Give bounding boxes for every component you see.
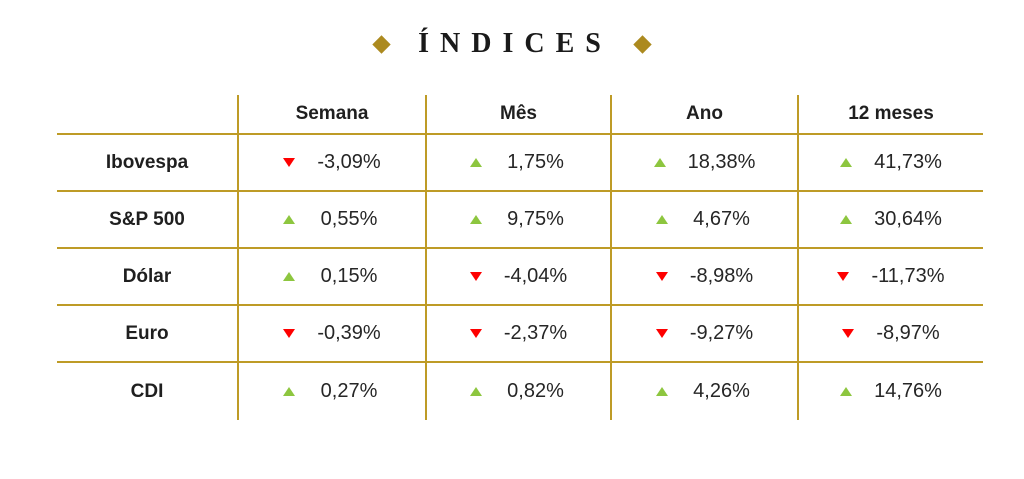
table-cell: -0,39%: [237, 306, 425, 363]
down-triangle-icon: [469, 329, 482, 338]
table-cell: 0,55%: [237, 192, 425, 249]
table-cell: 9,75%: [425, 192, 610, 249]
diamond-icon: [633, 34, 652, 54]
cell-value: 18,38%: [687, 151, 756, 173]
table-cell: 0,82%: [425, 363, 610, 420]
column-header-12meses: 12 meses: [797, 95, 983, 135]
table-cell: -9,27%: [610, 306, 797, 363]
diamond-icon: [372, 34, 391, 54]
up-triangle-icon: [469, 387, 482, 396]
table-cell: 4,26%: [610, 363, 797, 420]
up-triangle-icon: [840, 215, 853, 224]
up-triangle-icon: [469, 158, 482, 167]
up-triangle-icon: [283, 215, 295, 224]
column-header-ano: Ano: [610, 95, 797, 135]
up-triangle-icon: [283, 272, 295, 281]
table-cell: -8,97%: [797, 306, 983, 363]
down-triangle-icon: [655, 272, 668, 281]
cell-value: 1,75%: [507, 151, 564, 173]
table-cell: -11,73%: [797, 249, 983, 306]
table-cell: 18,38%: [610, 135, 797, 192]
table-cell: 4,67%: [610, 192, 797, 249]
up-triangle-icon: [283, 387, 295, 396]
up-triangle-icon: [840, 158, 853, 167]
down-triangle-icon: [655, 329, 668, 338]
table-cell: 30,64%: [797, 192, 983, 249]
row-label-ibovespa: Ibovespa: [57, 135, 237, 192]
cell-value: 0,27%: [320, 380, 378, 402]
up-triangle-icon: [655, 387, 668, 396]
table-cell: 41,73%: [797, 135, 983, 192]
up-triangle-icon: [840, 387, 853, 396]
cell-value: 0,55%: [320, 208, 378, 230]
down-triangle-icon: [842, 329, 854, 338]
down-triangle-icon: [469, 272, 482, 281]
page-title: ÍNDICES: [0, 30, 1024, 58]
down-triangle-icon: [837, 272, 850, 281]
cell-value: 0,82%: [507, 380, 564, 402]
up-triangle-icon: [469, 215, 482, 224]
table-cell: -4,04%: [425, 249, 610, 306]
cell-value: 14,76%: [874, 380, 942, 402]
row-label-euro: Euro: [57, 306, 237, 363]
table-cell: -3,09%: [237, 135, 425, 192]
cell-value: 9,75%: [507, 208, 564, 230]
table-cell: 0,27%: [237, 363, 425, 420]
table-cell: -2,37%: [425, 306, 610, 363]
cell-value: 0,15%: [320, 265, 378, 287]
up-triangle-icon: [655, 215, 668, 224]
row-label-sp500: S&P 500: [57, 192, 237, 249]
cell-value: -8,98%: [689, 265, 754, 287]
down-triangle-icon: [283, 158, 295, 167]
cell-value: 4,67%: [693, 208, 750, 230]
up-triangle-icon: [653, 158, 666, 167]
cell-value: -9,27%: [689, 322, 754, 344]
table-cell: -8,98%: [610, 249, 797, 306]
table-cell: 1,75%: [425, 135, 610, 192]
cell-value: 4,26%: [693, 380, 750, 402]
cell-value: 30,64%: [874, 208, 942, 230]
table-cell: 14,76%: [797, 363, 983, 420]
cell-value: -2,37%: [503, 322, 568, 344]
cell-value: -4,04%: [503, 265, 568, 287]
corner-cell: [57, 95, 237, 135]
cell-value: -3,09%: [317, 151, 381, 173]
column-header-semana: Semana: [237, 95, 425, 135]
cell-value: -11,73%: [871, 265, 945, 287]
title-text: ÍNDICES: [418, 28, 612, 59]
indices-table: Semana Mês Ano 12 meses Ibovespa -3,09% …: [57, 95, 983, 420]
cell-value: -0,39%: [317, 322, 381, 344]
column-header-mes: Mês: [425, 95, 610, 135]
cell-value: -8,97%: [876, 322, 940, 344]
table-cell: 0,15%: [237, 249, 425, 306]
row-label-dolar: Dólar: [57, 249, 237, 306]
cell-value: 41,73%: [874, 151, 942, 173]
down-triangle-icon: [283, 329, 295, 338]
row-label-cdi: CDI: [130, 380, 164, 402]
